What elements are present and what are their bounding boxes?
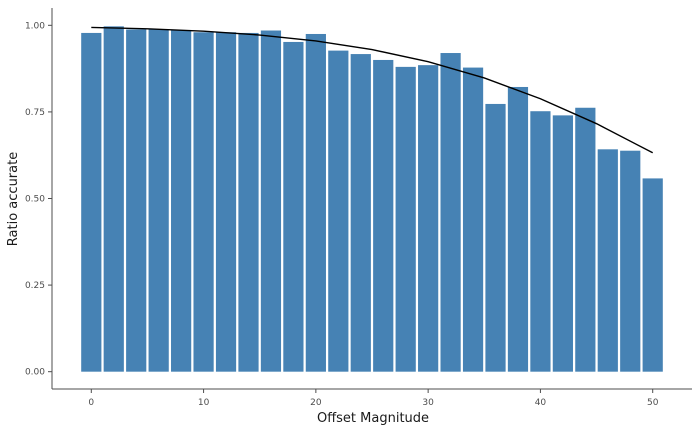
bar-2: [103, 26, 124, 372]
bar-20: [305, 33, 326, 372]
bar-38: [507, 86, 529, 372]
bar-50: [642, 178, 663, 372]
bar-36: [485, 103, 506, 372]
bar-8: [171, 30, 192, 372]
bar-14: [238, 32, 259, 372]
bar-48: [620, 150, 641, 372]
bar-42: [552, 115, 573, 372]
bar-22: [328, 50, 349, 372]
bar-16: [260, 30, 282, 372]
x-axis-title: Offset Magnitude: [317, 411, 429, 426]
bar-18: [283, 41, 304, 372]
y-tick-label: 0.50: [25, 195, 45, 205]
y-axis-title: Ratio accurate: [6, 152, 21, 246]
bar-30: [418, 65, 439, 372]
x-tick-label: 0: [88, 398, 94, 408]
bar-12: [215, 32, 237, 372]
bar-0: [81, 32, 102, 372]
bar-40: [530, 111, 551, 372]
bar-6: [148, 29, 169, 372]
y-axis-ticks: 0.00 0.25 0.50 0.75 1.00: [25, 21, 52, 378]
y-tick-label: 0.25: [25, 281, 45, 291]
trend-curve: [91, 26, 654, 154]
bar-32: [440, 53, 461, 372]
bar-34: [462, 67, 484, 372]
y-tick-label: 0.75: [25, 108, 45, 118]
bar-28: [395, 66, 416, 372]
bar-4: [126, 29, 147, 372]
x-tick-label: 20: [310, 398, 322, 408]
x-axis-ticks: 0 10 20 30 40 50: [88, 389, 659, 408]
bar-46: [597, 149, 618, 372]
y-tick-label: 1.00: [25, 21, 45, 31]
x-tick-label: 50: [647, 398, 659, 408]
bar-10: [193, 32, 214, 372]
bar-24: [350, 54, 371, 372]
x-tick-label: 30: [422, 398, 434, 408]
y-tick-label: 0.00: [25, 368, 45, 378]
x-tick-label: 10: [198, 398, 210, 408]
bars: [81, 26, 663, 372]
bar-44: [575, 107, 596, 372]
bar-26: [373, 59, 394, 372]
x-tick-label: 40: [535, 398, 547, 408]
